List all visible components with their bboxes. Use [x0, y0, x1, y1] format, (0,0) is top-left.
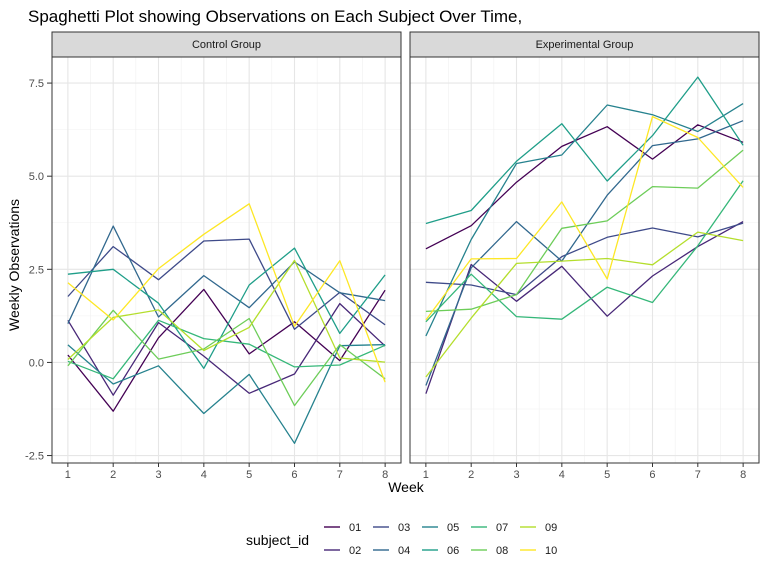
- series-line-05: [67, 343, 386, 444]
- legend-label: 05: [447, 522, 459, 534]
- x-tick-label: 6: [649, 469, 655, 481]
- series-line-03: [425, 222, 744, 296]
- legend-label: 06: [447, 545, 459, 557]
- facet-strip-label: Control Group: [192, 39, 261, 51]
- series-line-01: [425, 124, 744, 250]
- x-tick-label: 7: [337, 469, 343, 481]
- legend-item-06: 06: [422, 545, 459, 557]
- x-tick-label: 5: [246, 469, 252, 481]
- series-line-07: [425, 180, 744, 323]
- series-line-06: [67, 247, 386, 370]
- series-line-04: [425, 120, 744, 386]
- series-line-02: [425, 221, 744, 394]
- series-line-07: [67, 319, 386, 380]
- legend-item-05: 05: [422, 522, 459, 534]
- series-line-10: [425, 115, 744, 321]
- series-line-04: [67, 225, 386, 324]
- chart-title: Spaghetti Plot showing Observations on E…: [28, 7, 522, 26]
- legend-label: 03: [398, 522, 410, 534]
- facet-strip-label: Experimental Group: [536, 39, 634, 51]
- x-tick-label: 6: [291, 469, 297, 481]
- legend-item-10: 10: [520, 545, 557, 557]
- series-line-02: [67, 302, 386, 396]
- x-tick-label: 8: [382, 469, 388, 481]
- panel-1: Experimental Group 1 2 3 4 5 6 7 8: [409, 31, 760, 481]
- x-tick-label: 7: [695, 469, 701, 481]
- series-line-05: [425, 103, 744, 337]
- x-tick-label: 1: [423, 469, 429, 481]
- y-tick-label: 5.0: [29, 171, 44, 183]
- series-line-09: [67, 259, 386, 363]
- legend-item-09: 09: [520, 522, 557, 534]
- legend-item-02: 02: [324, 545, 361, 557]
- legend-title: subject_id: [246, 532, 309, 548]
- legend: subject_id 01 02 03 04 05 06 07 08 09 10: [246, 522, 557, 557]
- y-tick-label: 0.0: [29, 357, 44, 369]
- y-axis-title: Weekly Observations: [6, 199, 22, 331]
- y-tick-label: 2.5: [29, 264, 44, 276]
- series-line-08: [67, 309, 386, 407]
- facet-panels: Control Group 1 2 3 4 5 6 7 8 Experimental Group 1…: [51, 31, 760, 481]
- series-line-08: [425, 149, 744, 313]
- legend-label: 01: [349, 522, 361, 534]
- panel-0: Control Group 1 2 3 4 5 6 7 8: [51, 31, 402, 481]
- legend-item-07: 07: [471, 522, 508, 534]
- y-tick-label: 7.5: [29, 78, 44, 90]
- x-tick-label: 5: [604, 469, 610, 481]
- x-axis-title: Week: [388, 479, 425, 495]
- legend-label: 10: [545, 545, 557, 557]
- legend-label: 09: [545, 522, 557, 534]
- panel-border: [409, 56, 760, 464]
- legend-item-08: 08: [471, 545, 508, 557]
- panel-border: [51, 56, 402, 464]
- x-tick-label: 4: [201, 469, 207, 481]
- series-line-09: [425, 231, 744, 378]
- y-axis: Weekly Observations -2.5 0.0 2.5 5.0 7.5: [6, 78, 52, 463]
- series-line-03: [67, 238, 386, 330]
- y-tick-labels: -2.5 0.0 2.5 5.0 7.5: [25, 78, 52, 463]
- legend-label: 07: [496, 522, 508, 534]
- x-tick-label: 4: [559, 469, 565, 481]
- x-tick-label: 3: [155, 469, 161, 481]
- legend-label: 02: [349, 545, 361, 557]
- x-tick-label: 3: [513, 469, 519, 481]
- series-line-10: [67, 203, 386, 383]
- legend-label: 08: [496, 545, 508, 557]
- facet-strip: [51, 31, 402, 58]
- legend-label: 04: [398, 545, 410, 557]
- legend-item-04: 04: [373, 545, 410, 557]
- series-line-06: [425, 76, 744, 225]
- legend-item-01: 01: [324, 522, 361, 534]
- y-tick-label: -2.5: [25, 451, 44, 463]
- x-tick-label: 8: [740, 469, 746, 481]
- x-tick-label: 1: [65, 469, 71, 481]
- legend-item-03: 03: [373, 522, 410, 534]
- x-tick-label: 2: [110, 469, 116, 481]
- legend-items: 01 02 03 04 05 06 07 08 09 10: [324, 522, 557, 557]
- x-tick-label: 2: [468, 469, 474, 481]
